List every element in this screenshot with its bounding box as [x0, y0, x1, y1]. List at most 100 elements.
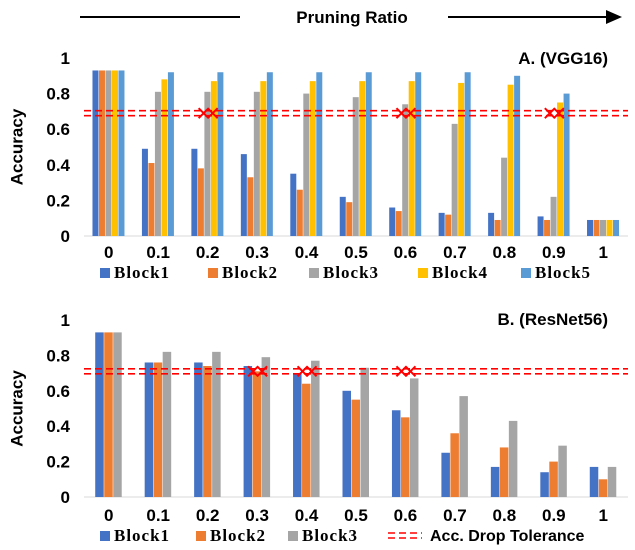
bar-block3-0.2	[204, 91, 211, 236]
legend-label-block4: Block4	[432, 263, 488, 282]
bar-block4-0.6	[408, 81, 415, 236]
bar-block5-0.1	[167, 72, 174, 237]
bar-block2-0.7	[450, 433, 459, 497]
legend-swatch-block1	[100, 531, 110, 541]
bar-block2-0.9	[549, 461, 558, 497]
x-tick-label: 0.8	[493, 243, 517, 262]
bar-block5-0.2	[217, 72, 224, 237]
bar-block3-0.9	[550, 196, 557, 236]
x-tick-label: 0.8	[493, 506, 517, 525]
x-tick-label: 0.6	[394, 243, 418, 262]
bar-block2-0.4	[302, 383, 311, 497]
bar-block1-0	[95, 332, 104, 497]
legend-label-block2: Block2	[222, 263, 278, 282]
y-tick-label: 0.8	[46, 85, 70, 104]
bar-block3-1	[600, 219, 607, 236]
x-tick-label: 0.9	[542, 506, 566, 525]
x-tick-label: 0.5	[344, 243, 368, 262]
bar-block5-0.8	[514, 75, 521, 236]
y-tick-label: 0	[61, 227, 70, 246]
bar-block4-0.3	[260, 81, 267, 236]
bar-block3-0.1	[154, 91, 161, 236]
bar-block2-0.5	[346, 202, 353, 236]
y-tick-label: 0.4	[46, 156, 70, 175]
bar-block2-0	[104, 332, 113, 497]
bar-block5-0.6	[415, 72, 422, 237]
x-tick-label: 0.7	[443, 243, 467, 262]
bar-block4-0.1	[161, 79, 168, 236]
bar-block3-0	[113, 332, 122, 497]
bar-block2-0.1	[148, 163, 155, 236]
x-tick-label: 0.1	[146, 243, 170, 262]
x-tick-label: 0.4	[295, 506, 319, 525]
bar-block1-0.6	[389, 207, 396, 236]
x-tick-label: 0.6	[394, 506, 418, 525]
x-tick-label: 0.1	[146, 506, 170, 525]
bar-block4-0.5	[359, 81, 366, 236]
bar-block4-0.9	[557, 102, 564, 236]
legend-swatch-block5	[521, 268, 531, 278]
bar-block2-0.8	[494, 219, 501, 236]
legend-label-block1: Block1	[114, 526, 170, 545]
bar-block2-0.6	[400, 417, 410, 497]
y-tick-label: 1	[61, 49, 70, 68]
bar-block3-0.3	[253, 91, 260, 236]
bar-block2-0.6	[395, 211, 402, 236]
bar-block3-0.8	[508, 420, 518, 497]
bar-block4-0.8	[507, 84, 514, 236]
bar-block3-0.3	[261, 357, 271, 497]
bar-block3-0.7	[451, 123, 458, 236]
x-tick-label: 0	[104, 243, 113, 262]
y-axis-label: Accuracy	[7, 108, 26, 185]
x-tick-label: 1	[599, 506, 608, 525]
x-tick-label: 0	[104, 506, 113, 525]
x-tick-label: 0.9	[542, 243, 566, 262]
bar-block3-0.4	[311, 360, 320, 497]
header-label: Pruning Ratio	[296, 8, 407, 27]
bar-block2-1	[598, 479, 608, 497]
legend-label-block2: Block2	[210, 526, 266, 545]
crossing-marker-icon	[247, 365, 259, 378]
bar-block1-0.4	[290, 173, 297, 236]
bar-block2-0.7	[445, 214, 452, 236]
crossing-marker-icon	[206, 107, 219, 119]
x-tick-label: 0.2	[196, 506, 220, 525]
crossing-marker-icon	[544, 107, 556, 119]
bar-block3-0.5	[360, 367, 369, 497]
legend-label-block5: Block5	[535, 263, 591, 282]
bar-block4-0.4	[309, 81, 316, 236]
bar-block2-0.2	[197, 168, 204, 236]
legend-swatch-block4	[418, 268, 428, 278]
bar-block3-0	[105, 70, 112, 237]
bar-block3-0.1	[162, 351, 172, 497]
bar-block3-1	[607, 466, 617, 497]
bar-block3-0.4	[303, 93, 310, 236]
legend-label-block3: Block3	[323, 263, 379, 282]
crossing-marker-icon	[197, 107, 210, 119]
bar-block5-0.7	[464, 72, 471, 237]
y-tick-label: 0.4	[46, 417, 70, 436]
bar-block3-0.8	[501, 157, 508, 236]
crossing-marker-icon	[395, 107, 408, 119]
bar-block2-0.3	[247, 177, 254, 236]
x-tick-label: 0.4	[295, 243, 319, 262]
bar-block1-0.7	[441, 452, 450, 497]
bar-block3-0.6	[409, 378, 419, 497]
bar-block1-0.3	[240, 154, 247, 236]
bar-block5-0	[118, 70, 125, 237]
bar-block1-1	[589, 466, 599, 497]
y-tick-label: 0.2	[46, 191, 70, 210]
legend-swatch-block3	[309, 268, 319, 278]
legend-swatch-block2	[208, 268, 218, 278]
crossing-marker-icon	[296, 365, 309, 378]
pruning-ratio-header: Pruning Ratio	[80, 8, 622, 27]
bar-block3-0.9	[558, 445, 567, 497]
bar-block1-0.2	[191, 148, 198, 236]
bar-block2-0.3	[252, 371, 262, 497]
bar-block1-0.7	[438, 212, 445, 236]
bar-block2-0.2	[203, 366, 212, 497]
legend-label-block1: Block1	[114, 263, 170, 282]
bar-block2-1	[593, 219, 600, 236]
y-tick-label: 1	[61, 311, 70, 330]
